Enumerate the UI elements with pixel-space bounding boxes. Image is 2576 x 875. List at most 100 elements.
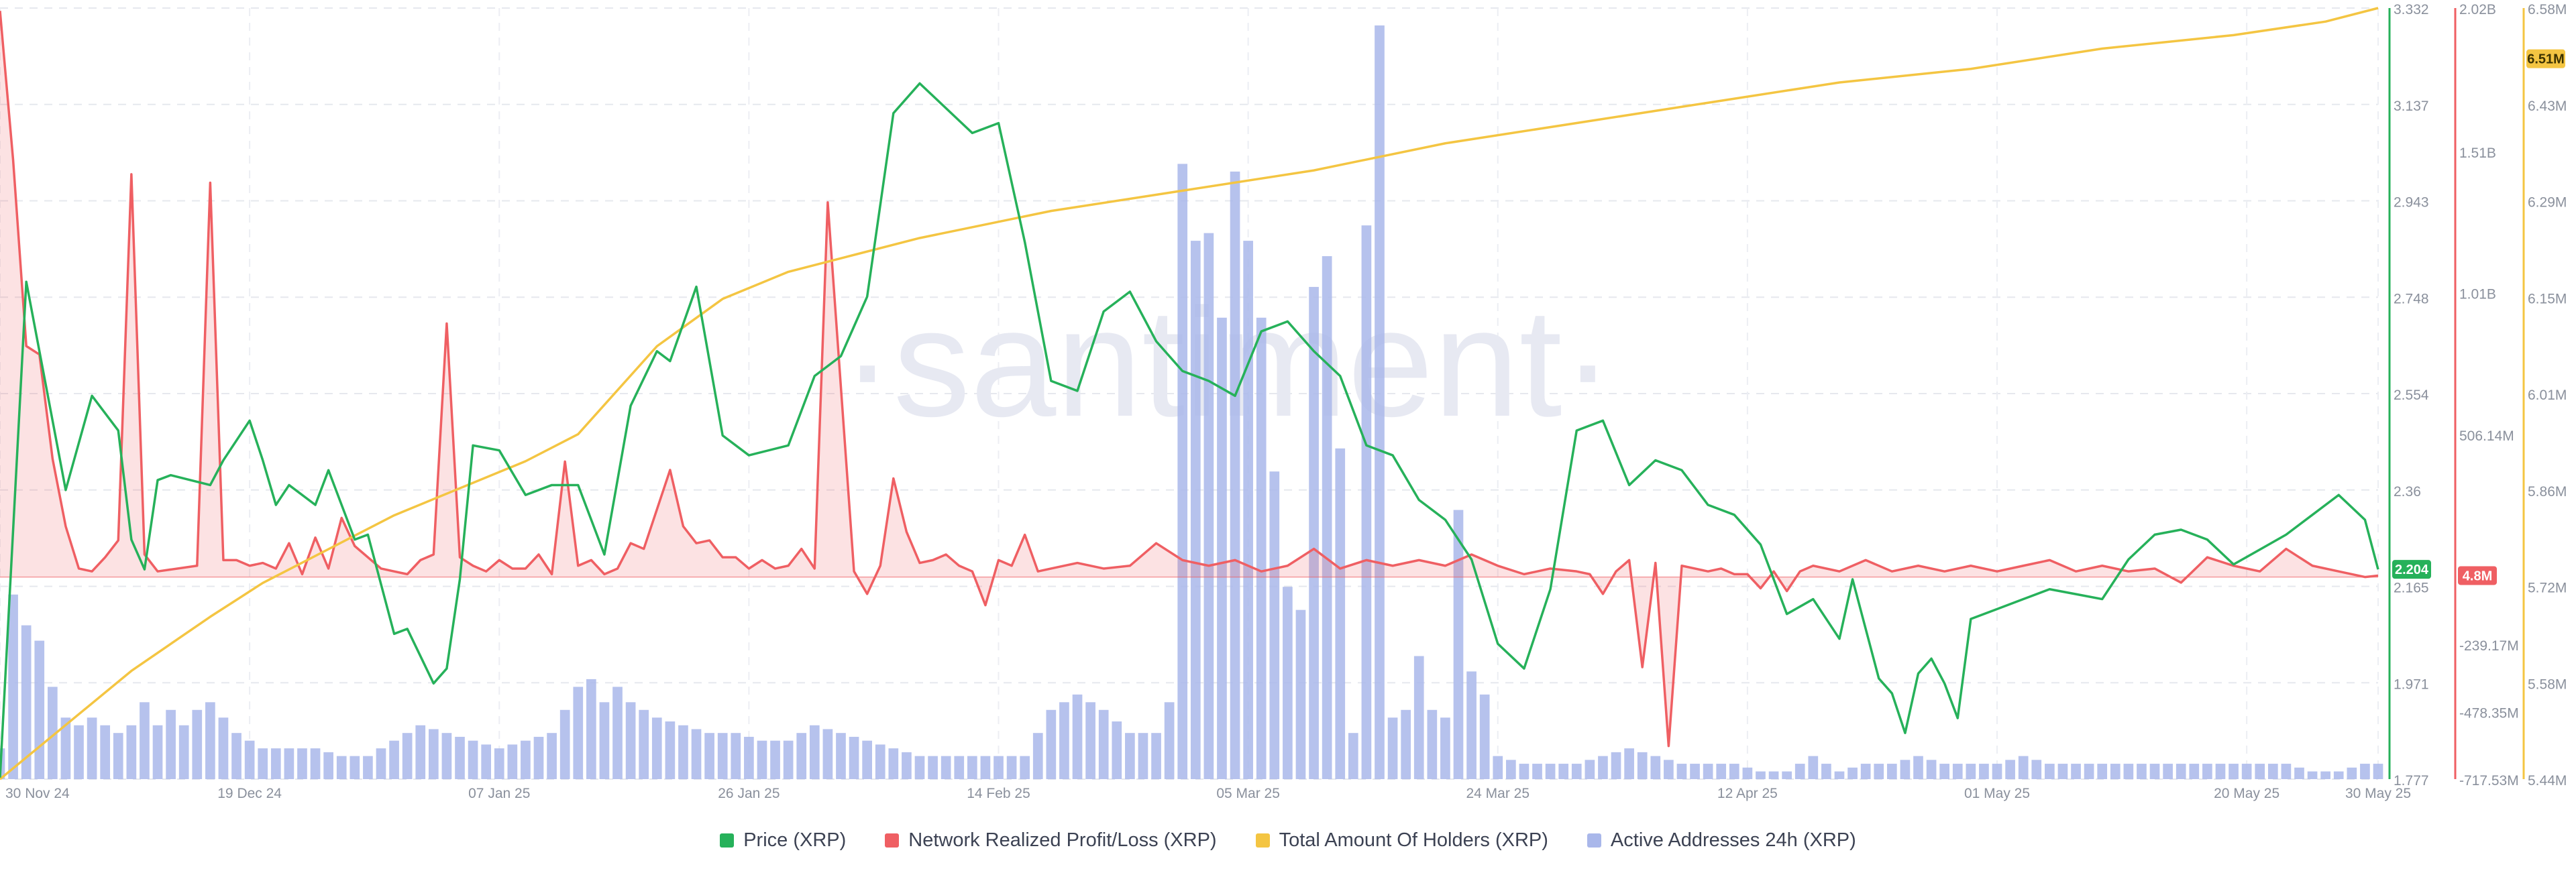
- active-address-bar: [1203, 233, 1214, 779]
- active-address-bar: [2189, 764, 2200, 779]
- active-address-bar: [1768, 771, 1779, 779]
- x-axis-tick: 07 Jan 25: [468, 786, 530, 801]
- legend-item-holders[interactable]: Total Amount Of Holders (XRP): [1255, 829, 1548, 852]
- pnl-axis-tick: -239.17M: [2459, 638, 2519, 654]
- active-address-bar: [152, 725, 163, 779]
- pnl-axis-tick: 2.02B: [2459, 2, 2496, 17]
- active-address-bar: [1979, 764, 1989, 779]
- active-address-bar: [665, 721, 676, 779]
- legend-swatch-price: [720, 833, 735, 848]
- active-address-bar: [1886, 764, 1897, 779]
- active-address-bar: [744, 736, 754, 779]
- active-address-bar: [2031, 760, 2042, 779]
- current-value-badges: 2.204 4.8M 6.51M: [2392, 49, 2565, 585]
- active-address-bar: [258, 748, 268, 779]
- holders-current-badge-bg: [2526, 49, 2565, 68]
- active-address-bar: [494, 748, 504, 779]
- active-address-bar: [1440, 717, 1450, 779]
- active-address-bar: [1072, 694, 1083, 779]
- active-address-bar: [1821, 764, 1831, 779]
- holders-axis-tick: 6.58M: [2528, 2, 2567, 17]
- active-address-bar: [1939, 764, 1950, 779]
- pnl-current-badge: 4.8M: [2463, 569, 2492, 583]
- pnl-axis-tick: 1.51B: [2459, 145, 2496, 161]
- active-address-bar: [441, 733, 452, 779]
- active-address-bar: [1335, 448, 1346, 779]
- active-address-bar: [2307, 771, 2318, 779]
- price-axis-tick: 1.971: [2394, 677, 2429, 692]
- active-address-bar: [428, 729, 439, 779]
- active-address-bar: [547, 733, 557, 779]
- active-address-bar: [1256, 317, 1267, 779]
- active-address-bar: [875, 744, 885, 779]
- active-address-bar: [2123, 764, 2134, 779]
- holders-axis-tick: 6.29M: [2528, 195, 2567, 211]
- active-address-bar: [1611, 752, 1621, 779]
- active-address-bar: [2176, 764, 2186, 779]
- active-address-bar: [1532, 764, 1542, 779]
- active-address-bar: [323, 752, 333, 779]
- active-address-bar: [1782, 771, 1792, 779]
- legend-label-pnl: Network Realized Profit/Loss (XRP): [908, 829, 1217, 851]
- active-address-bar: [2215, 764, 2226, 779]
- active-address-bar: [1283, 587, 1293, 779]
- price-axis-tick: 2.748: [2394, 291, 2429, 306]
- active-address-bar: [822, 729, 833, 779]
- active-address-bar: [625, 702, 636, 779]
- active-address-bar: [1125, 733, 1135, 779]
- active-address-bar: [1992, 764, 2002, 779]
- active-address-bar: [796, 733, 807, 779]
- active-address-bar: [1427, 709, 1438, 779]
- active-address-bar: [1190, 241, 1201, 780]
- holders-line: [0, 7, 2379, 780]
- price-axis-tick: 1.777: [2394, 773, 2429, 789]
- active-address-bar: [1598, 756, 1608, 779]
- active-address-bar: [481, 744, 492, 779]
- active-address-bar: [1479, 694, 1490, 779]
- active-address-bar: [1466, 671, 1477, 779]
- legend-label-price: Price (XRP): [743, 829, 847, 851]
- holders-axis-tick: 6.43M: [2528, 99, 2567, 114]
- active-address-bar: [1295, 609, 1306, 779]
- active-address-bar: [1664, 760, 1674, 779]
- legend-item-price[interactable]: Price (XRP): [720, 829, 846, 852]
- active-address-bar: [8, 594, 18, 779]
- active-address-bar: [2097, 764, 2108, 779]
- active-address-bar: [1637, 752, 1648, 779]
- legend-item-active[interactable]: Active Addresses 24h (XRP): [1587, 829, 1856, 852]
- active-address-bar: [455, 736, 465, 779]
- active-address-bar: [1453, 510, 1464, 779]
- active-address-bar: [967, 756, 977, 779]
- active-address-bar: [586, 679, 596, 779]
- active-address-bar: [1387, 717, 1398, 779]
- price-axis-tick: 2.165: [2394, 581, 2429, 596]
- price-axis-tick: 3.137: [2394, 99, 2429, 114]
- active-address-bar: [140, 702, 150, 779]
- pnl-current-badge-bg: [2458, 566, 2497, 585]
- holders-axis-tick: 5.72M: [2528, 581, 2567, 596]
- active-address-bar: [1558, 764, 1569, 779]
- active-address-bar: [1847, 767, 1858, 779]
- legend: Price (XRP) Network Realized Profit/Loss…: [0, 823, 2576, 857]
- active-address-bar: [113, 733, 123, 779]
- watermark: ·santiment·: [842, 276, 1613, 449]
- active-address-bar: [47, 687, 58, 779]
- x-axis-tick: 14 Feb 25: [967, 786, 1030, 801]
- x-axis-tick: 30 Nov 24: [5, 786, 70, 801]
- active-address-bar: [2149, 764, 2160, 779]
- price-current-badge: 2.204: [2395, 563, 2429, 577]
- pnl-axis-tick: 1.01B: [2459, 286, 2496, 302]
- active-address-bar: [928, 756, 938, 779]
- active-address-bar: [1177, 164, 1188, 779]
- active-address-bar: [1690, 764, 1700, 779]
- active-address-bar: [270, 748, 281, 779]
- legend-item-pnl[interactable]: Network Realized Profit/Loss (XRP): [885, 829, 1217, 852]
- active-address-bar: [809, 725, 820, 779]
- active-address-bar: [599, 702, 610, 779]
- active-address-bar: [389, 740, 399, 779]
- active-address-bar: [415, 725, 426, 779]
- active-address-bar: [218, 717, 229, 779]
- active-address-bar: [1112, 721, 1122, 779]
